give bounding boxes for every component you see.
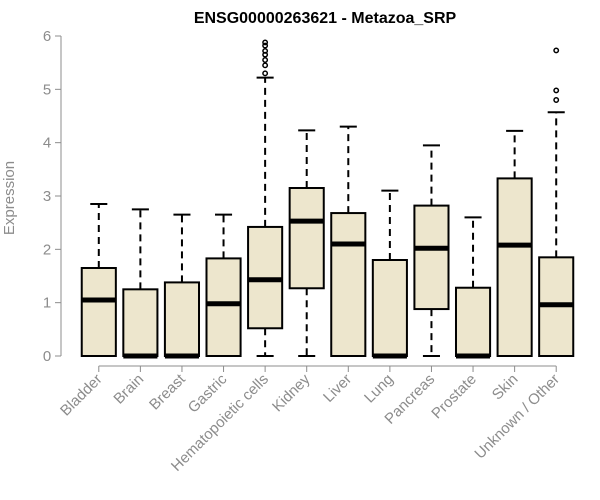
- x-tick-label: Brain: [110, 371, 147, 408]
- box-kidney: [288, 129, 325, 357]
- boxes-group: [80, 39, 575, 359]
- y-tick-label: 4: [43, 135, 51, 152]
- box-bladder: [80, 203, 117, 357]
- x-tick-label: Breast: [146, 370, 189, 413]
- x-tick-label: Liver: [320, 371, 355, 406]
- box-iqr: [496, 177, 533, 357]
- box-iqr: [163, 281, 201, 357]
- box-iqr: [288, 187, 325, 290]
- x-tick-label: Prostate: [428, 371, 480, 423]
- x-tick-label: Bladder: [57, 371, 106, 420]
- box-breast: [163, 213, 201, 359]
- y-tick-label: 2: [43, 241, 51, 258]
- outlier-point: [262, 62, 269, 69]
- outlier-point: [553, 97, 560, 103]
- chart-title: ENSG00000263621 - Metazoa_SRP: [194, 10, 457, 27]
- box-gastric: [205, 213, 242, 357]
- outlier-point: [262, 70, 269, 77]
- box-liver: [330, 125, 367, 357]
- x-tick-label: Lung: [361, 371, 397, 407]
- box-skin: [496, 129, 533, 357]
- box-iqr: [371, 259, 408, 357]
- box-iqr: [330, 212, 367, 357]
- outlier-point: [262, 42, 269, 49]
- box-unknown-other: [538, 47, 575, 358]
- box-lung: [371, 189, 408, 359]
- y-tick-label: 1: [43, 295, 51, 312]
- y-tick-label: 5: [43, 81, 51, 98]
- outlier-point: [553, 87, 560, 94]
- box-iqr: [122, 288, 159, 358]
- outlier-point: [262, 39, 269, 46]
- box-brain: [122, 208, 159, 359]
- box-pancreas: [413, 144, 450, 357]
- outlier-point: [262, 47, 269, 54]
- box-prostate: [454, 216, 492, 359]
- x-tick-label: Skin: [489, 371, 522, 404]
- y-tick-label: 0: [43, 348, 51, 365]
- box-iqr: [413, 204, 450, 311]
- x-tick-label: Kidney: [269, 370, 314, 415]
- y-tick-label: 6: [43, 28, 51, 45]
- box-hematopoietic-cells: [247, 39, 284, 357]
- y-axis-label: Expression: [1, 161, 18, 235]
- box-iqr: [205, 257, 242, 357]
- y-tick-label: 3: [43, 188, 51, 205]
- outlier-point: [553, 47, 560, 54]
- y-axis: 0 1 2 3 4 5 6: [43, 28, 62, 365]
- box-iqr: [454, 286, 492, 358]
- outlier-point: [262, 57, 269, 63]
- box-iqr: [80, 267, 117, 357]
